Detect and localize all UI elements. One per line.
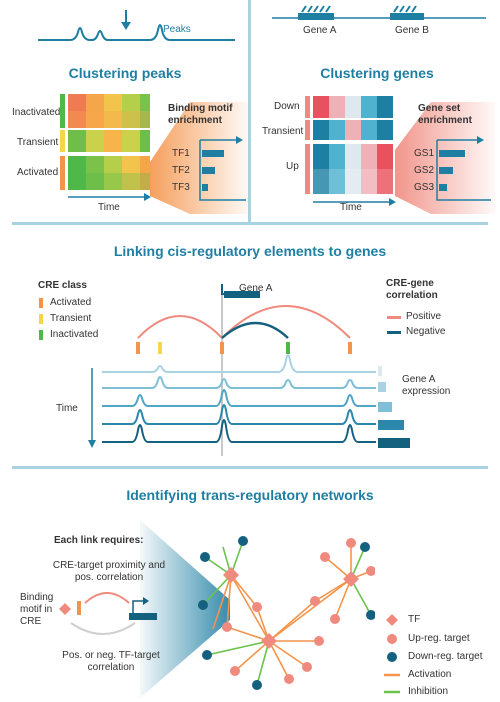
link-funnel — [140, 520, 230, 698]
tf-correlation-text: Pos. or neg. TF-target correlation — [62, 650, 160, 673]
tf-diamond-icon — [386, 614, 398, 626]
clustering-genes-title: Clustering genes — [320, 65, 434, 81]
regulatory-network — [198, 536, 375, 690]
legend-down-target: Down-reg. target — [408, 651, 483, 662]
legend-tf: TF — [408, 614, 421, 625]
clustering-peaks-title: Clustering peaks — [68, 65, 182, 81]
tf3-label: TF3 — [172, 182, 190, 193]
row-label-transient-genes: Transient — [262, 126, 304, 137]
positive-swatch — [387, 316, 401, 319]
cre-class-activated: Activated — [50, 297, 92, 308]
network-legend-icons — [384, 614, 400, 694]
link-schematic — [59, 592, 157, 635]
proximity-text: CRE-target proximity and pos. correlatio… — [52, 560, 166, 583]
expression-label: Gene A expression — [402, 374, 451, 397]
legend-activation: Activation — [408, 669, 452, 680]
row-label-up: Up — [286, 161, 299, 172]
row-label-activated: Activated — [17, 167, 59, 178]
correlation-negative: Negative — [406, 326, 446, 337]
gene-b-top-label: Gene B — [395, 25, 429, 36]
peaks-track — [38, 10, 235, 41]
gs2-label: GS2 — [414, 165, 435, 176]
motif-wedge — [150, 102, 248, 214]
geneset-enrichment-title: Gene set enrichment — [418, 103, 472, 126]
down-target-icon — [387, 652, 397, 662]
cre-class-title: CRE class — [38, 280, 87, 291]
time-label-peaks: Time — [98, 202, 120, 213]
legend-up-target: Up-reg. target — [408, 633, 470, 644]
row-label-down: Down — [274, 101, 300, 112]
peak-heatmap — [60, 94, 151, 201]
time-label-middle: Time — [56, 403, 78, 414]
requires-title: Each link requires: — [54, 535, 144, 546]
gene-a-top-label: Gene A — [303, 25, 337, 36]
horizontal-divider-1 — [12, 222, 488, 225]
gene-a-middle-label: Gene A — [239, 283, 273, 294]
cre-link-diagram — [88, 284, 376, 456]
gene-heatmap — [305, 96, 396, 206]
linking-cre-title: Linking cis-regulatory elements to genes — [113, 243, 387, 259]
row-label-transient: Transient — [17, 137, 59, 148]
gs3-label: GS3 — [414, 182, 435, 193]
cre-class-transient-swatch — [39, 314, 43, 324]
horizontal-divider-2 — [12, 466, 488, 469]
tf1-label: TF1 — [172, 148, 190, 159]
cre-class-transient: Transient — [50, 313, 92, 324]
negative-swatch — [387, 331, 401, 334]
genes-track — [272, 5, 486, 20]
legend-inhibition: Inhibition — [408, 686, 449, 697]
peaks-label: Peaks — [163, 24, 191, 35]
correlation-positive: Positive — [406, 311, 442, 322]
vertical-divider — [248, 0, 251, 222]
row-label-inactivated: Inactivated — [12, 107, 61, 118]
correlation-title: CRE-gene correlation — [386, 278, 438, 301]
trans-networks-title: Identifying trans-regulatory networks — [126, 487, 374, 503]
time-label-genes: Time — [340, 202, 362, 213]
gs1-label: GS1 — [414, 148, 435, 159]
motif-enrichment-title: Binding motif enrichment — [168, 103, 233, 126]
geneset-wedge — [395, 102, 495, 214]
binding-motif-text: Binding motif in CRE — [20, 592, 54, 627]
cre-class-inactivated-swatch — [39, 330, 43, 340]
up-target-icon — [387, 634, 397, 644]
cre-class-activated-swatch — [39, 298, 43, 308]
cre-class-inactivated: Inactivated — [50, 329, 99, 340]
tf2-label: TF2 — [172, 165, 190, 176]
expression-bars — [378, 366, 410, 448]
